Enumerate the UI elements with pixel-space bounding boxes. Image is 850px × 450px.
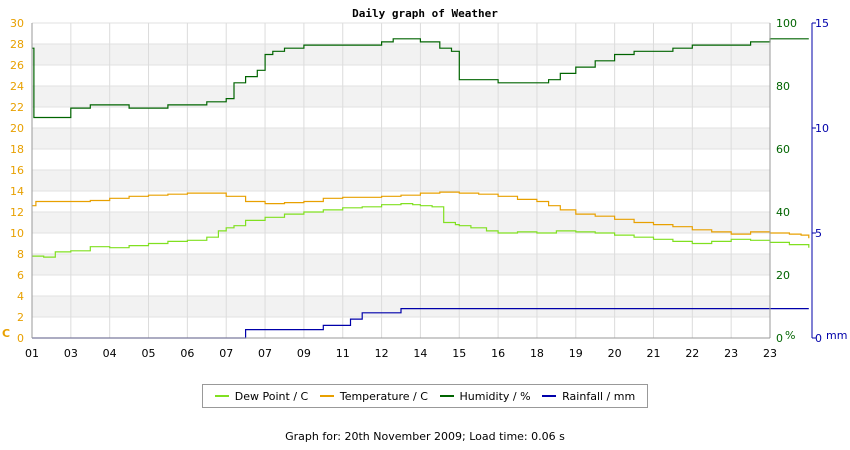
left-unit-label: C	[2, 327, 10, 340]
band-row	[32, 212, 770, 233]
band-row	[32, 44, 770, 65]
series-line-1	[32, 191, 810, 239]
x-tick-label: 21	[646, 347, 660, 360]
legend-swatch	[439, 395, 454, 397]
background-bands	[32, 44, 770, 317]
left-tick-label: 12	[10, 206, 24, 219]
x-tick-label: 03	[64, 347, 78, 360]
x-tick-label: 11	[336, 347, 350, 360]
x-tick-label: 05	[142, 347, 156, 360]
x-tick-label: 16	[491, 347, 505, 360]
x-tick-label: 14	[413, 347, 427, 360]
rain-tick-label: 0	[815, 332, 822, 345]
legend-label: Dew Point / C	[234, 389, 309, 403]
left-tick-label: 28	[10, 38, 24, 51]
legend-item-0: Dew Point / C	[214, 389, 309, 403]
legend-swatch	[542, 395, 557, 397]
left-tick-label: 30	[10, 17, 24, 30]
humidity-tick-label: 80	[776, 80, 790, 93]
humidity-tick-label: 60	[776, 143, 790, 156]
humidity-tick-label: 40	[776, 206, 790, 219]
x-tick-label: 18	[530, 347, 544, 360]
left-tick-label: 26	[10, 59, 24, 72]
legend-label: Rainfall / mm	[562, 389, 636, 403]
x-tick-label: 04	[103, 347, 117, 360]
humidity-tick-label: 100	[776, 17, 797, 30]
x-tick-label: 01	[25, 347, 39, 360]
legend-swatch	[214, 395, 229, 397]
x-tick-label: 07	[258, 347, 272, 360]
left-tick-label: 8	[17, 248, 24, 261]
rain-tick-label: 10	[815, 122, 829, 135]
left-tick-label: 10	[10, 227, 24, 240]
left-tick-label: 0	[17, 332, 24, 345]
left-tick-label: 24	[10, 80, 24, 93]
legend-item-3: Rainfall / mm	[542, 390, 635, 403]
band-row	[32, 128, 770, 149]
legend-label: Temperature / C	[339, 389, 428, 403]
legend-item-1: Temperature / C	[319, 389, 428, 403]
left-tick-label: 16	[10, 164, 24, 177]
x-tick-label: 09	[297, 347, 311, 360]
series-line-2	[32, 38, 809, 119]
series-line-0	[32, 203, 810, 258]
legend-label: Humidity / %	[459, 389, 531, 403]
humidity-tick-label: 0	[776, 332, 783, 345]
band-row	[32, 170, 770, 191]
x-tick-label: 23	[763, 347, 777, 360]
x-tick-label: 23	[724, 347, 738, 360]
band-row	[32, 86, 770, 107]
legend-swatch	[319, 395, 334, 397]
humidity-unit-label: %	[785, 329, 795, 342]
x-tick-label: 20	[608, 347, 622, 360]
x-tick-label: 15	[452, 347, 466, 360]
footer-info: Graph for: 20th November 2009; Load time…	[285, 430, 565, 443]
rain-tick-label: 5	[815, 227, 822, 240]
band-row	[32, 296, 770, 317]
x-tick-label: 12	[375, 347, 389, 360]
left-tick-label: 18	[10, 143, 24, 156]
grid-lines	[31, 22, 771, 339]
x-tick-label: 06	[180, 347, 194, 360]
left-tick-label: 20	[10, 122, 24, 135]
x-tick-label: 22	[685, 347, 699, 360]
legend-item-2: Humidity / %	[439, 389, 531, 403]
rain-tick-label: 15	[815, 17, 829, 30]
legend: Dew Point / C Temperature / C Humidity / %…	[202, 384, 648, 408]
left-tick-label: 14	[10, 185, 24, 198]
left-tick-label: 22	[10, 101, 24, 114]
rain-unit-label: mm	[826, 329, 847, 342]
left-tick-label: 6	[17, 269, 24, 282]
humidity-tick-label: 20	[776, 269, 790, 282]
x-tick-label: 19	[569, 347, 583, 360]
left-tick-label: 2	[17, 311, 24, 324]
chart-title: Daily graph of Weather	[352, 7, 498, 20]
x-tick-label: 07	[219, 347, 233, 360]
left-tick-label: 4	[17, 290, 24, 303]
band-row	[32, 254, 770, 275]
